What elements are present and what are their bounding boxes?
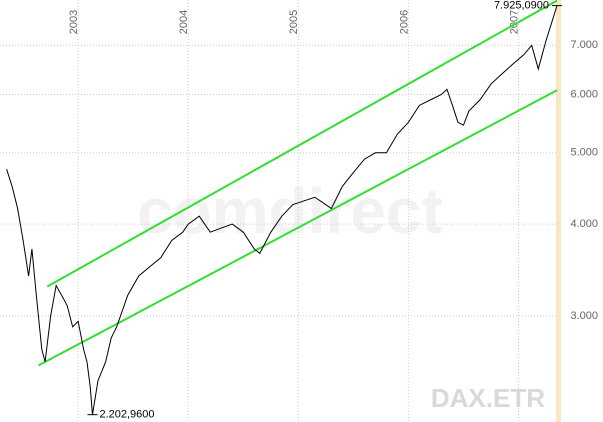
y-tick-label: 7.000 <box>570 39 598 51</box>
y-tick-label: 6.000 <box>570 88 598 100</box>
x-tick-label: 2006 <box>398 10 410 34</box>
current-marker <box>556 0 561 422</box>
y-tick-label: 3.000 <box>570 310 598 322</box>
y-tick-label: 4.000 <box>570 218 598 230</box>
trend-channel <box>38 89 558 367</box>
annotation-label: 2.202,9600 <box>99 409 154 421</box>
annotation-label: 7.925,0900 <box>494 0 549 11</box>
x-tick-label: 2007 <box>508 10 520 34</box>
chart-title: DAX.ETR <box>431 383 545 413</box>
y-tick-label: 5.000 <box>570 147 598 159</box>
x-tick-label: 2004 <box>178 10 190 34</box>
trend-channel <box>46 0 558 288</box>
x-tick-label: 2003 <box>68 10 80 34</box>
x-tick-label: 2005 <box>288 10 300 34</box>
price-line <box>6 5 558 415</box>
